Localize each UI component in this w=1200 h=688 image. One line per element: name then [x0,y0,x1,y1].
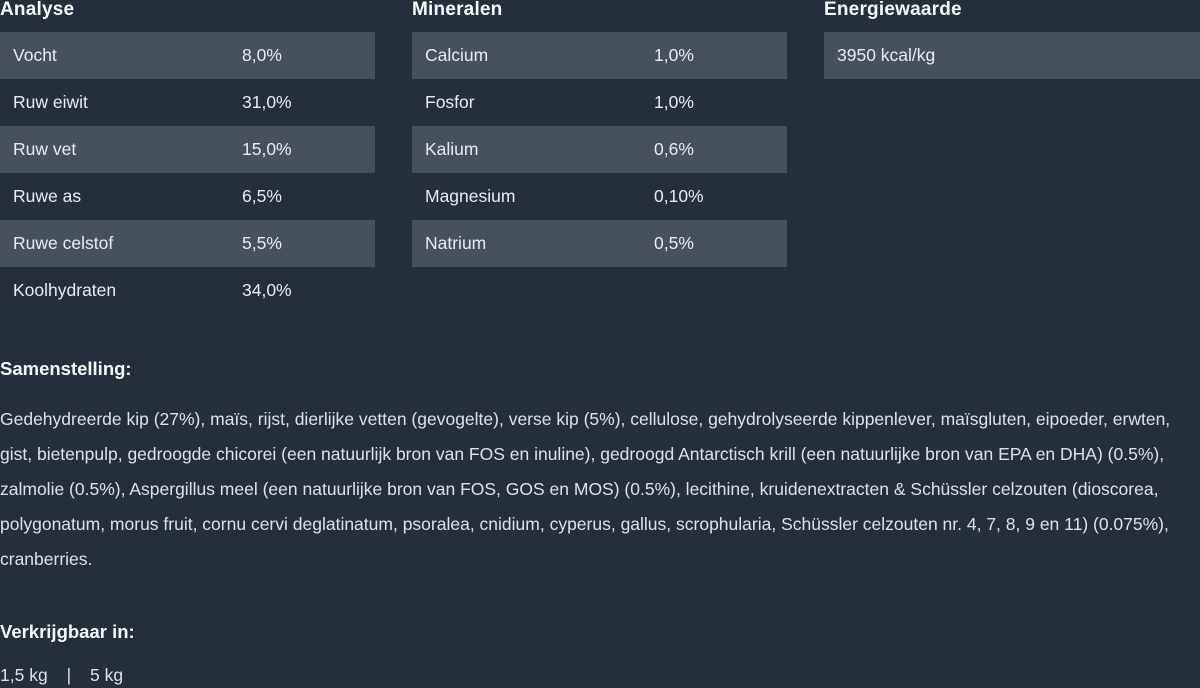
analyse-table: Analyse Vocht 8,0% Ruw eiwit 31,0% Ruw vet 15… [0,0,375,314]
table-row: Ruw eiwit 31,0% [0,79,375,126]
table-row: Kalium 0,6% [412,126,787,173]
mineralen-table: Mineralen Calcium 1,0% Fosfor 1,0% Kalium 0,6… [412,0,787,314]
table-row: Vocht 8,0% [0,32,375,79]
row-label: Ruwe as [13,186,82,206]
mineralen-title: Mineralen [412,0,503,20]
table-row: Natrium 0,5% [412,220,787,267]
table-row: Ruw vet 15,0% [0,126,375,173]
row-label: 3950 kcal/kg [837,45,936,65]
row-value: 0,5% [654,233,694,253]
row-label: Fosfor [425,92,475,112]
row-value: 1,0% [654,92,694,112]
verkrijgbaar-title: Verkrijgbaar in: [0,621,135,642]
row-value: 0,6% [654,139,694,159]
energiewaarde-table: Energiewaarde 3950 kcal/kg [824,0,1200,314]
row-label: Vocht [13,45,57,65]
table-row: Fosfor 1,0% [412,79,787,126]
row-label: Kalium [425,139,479,159]
row-label: Ruw eiwit [13,92,88,112]
size-option: 1,5 kg [0,665,48,685]
row-value: 5,5% [242,233,282,253]
row-label: Magnesium [425,186,516,206]
energiewaarde-rows: 3950 kcal/kg [824,32,1200,79]
table-row: Koolhydraten 34,0% [0,267,375,314]
nutrition-tables: Analyse Vocht 8,0% Ruw eiwit 31,0% Ruw vet 15… [0,0,1200,314]
row-label: Calcium [425,45,489,65]
samenstelling-title: Samenstelling: [0,358,132,379]
row-value: 6,5% [242,186,282,206]
size-option: 5 kg [89,665,124,685]
row-value: 1,0% [654,45,694,65]
available-sizes: 1,5 kg | 5 kg [0,662,1200,688]
table-row: Calcium 1,0% [412,32,787,79]
table-row: Magnesium 0,10% [412,173,787,220]
row-value: 31,0% [242,92,292,112]
ingredients-text: Gedehydreerde kip (27%), maïs, rijst, di… [0,409,1171,569]
row-value: 15,0% [242,139,292,159]
mineralen-rows: Calcium 1,0% Fosfor 1,0% Kalium 0,6% Magnesium… [412,32,787,267]
table-row: Ruwe celstof 5,5% [0,220,375,267]
table-row: Ruwe as 6,5% [0,173,375,220]
row-label: Natrium [425,233,487,253]
analyse-title: Analyse [0,0,75,20]
row-value: 34,0% [242,280,292,300]
row-label: Koolhydraten [13,280,117,300]
row-value: 8,0% [242,45,282,65]
row-value: 0,10% [654,186,704,206]
analyse-rows: Vocht 8,0% Ruw eiwit 31,0% Ruw vet 15,0% Ruwe … [0,32,375,314]
table-row: 3950 kcal/kg [824,32,1200,79]
size-separator: | [66,665,72,685]
row-label: Ruwe celstof [13,233,114,253]
energiewaarde-title: Energiewaarde [824,0,962,20]
row-label: Ruw vet [13,139,77,159]
